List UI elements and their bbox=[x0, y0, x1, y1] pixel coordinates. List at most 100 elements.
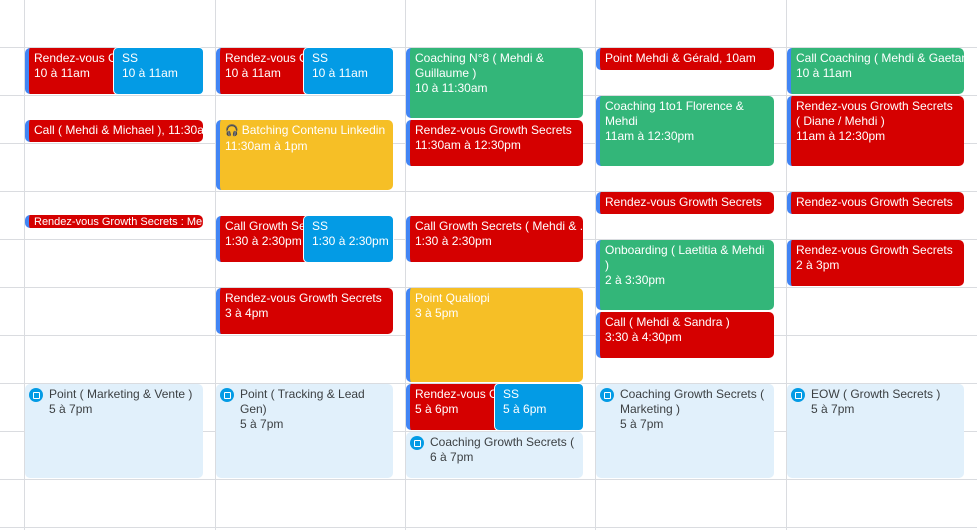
event-title-text: Batching Contenu Linkedin bbox=[241, 123, 386, 137]
event-rendez-vous[interactable]: Rendez-vous Growth Secrets bbox=[787, 192, 964, 214]
event-ss[interactable]: SS 5 à 6pm bbox=[494, 383, 584, 431]
calendar-icon bbox=[29, 388, 43, 402]
event-title: EOW ( Growth Secrets ) bbox=[811, 387, 941, 401]
event-time: 10am bbox=[725, 51, 756, 65]
event-call-michael[interactable]: Call ( Mehdi & Michael ), 11:30am bbox=[25, 120, 203, 142]
day-divider bbox=[786, 0, 787, 530]
event-onboarding[interactable]: Onboarding ( Laetitia & Mehdi ) 2 à 3:30… bbox=[596, 240, 774, 310]
event-rendez-vous[interactable]: Rendez-vous Growth Secrets 2 à 3pm bbox=[787, 240, 964, 286]
event-title: SS bbox=[122, 51, 139, 65]
hour-line bbox=[0, 527, 977, 528]
event-rendez-vous[interactable]: Rendez-vous Growth Secrets 10 à 11am bbox=[25, 48, 120, 94]
event-time: 5 à 6pm bbox=[415, 402, 459, 416]
event-time: 1:30 à 2:30pm bbox=[225, 234, 302, 248]
headphones-icon: 🎧 bbox=[225, 125, 239, 137]
event-title: Rendez-vous Growth Secrets ( Diane / Meh… bbox=[796, 99, 953, 128]
day-divider bbox=[595, 0, 596, 530]
event-title: Point Qualiopi bbox=[415, 291, 490, 305]
event-time: 11:30am bbox=[168, 123, 203, 137]
event-title: Call ( Mehdi & Michael ), bbox=[34, 123, 165, 137]
event-rendez-vous[interactable]: Rendez-vous Growth Secrets 11:30am à 12:… bbox=[406, 120, 583, 166]
event-title: Onboarding ( Laetitia & Mehdi ) bbox=[605, 243, 765, 272]
event-batching-contenu[interactable]: 🎧 Batching Contenu Linkedin 11:30am à 1pm bbox=[216, 120, 393, 190]
event-time: 11:30am à 12:30pm bbox=[415, 138, 521, 152]
event-title: Rendez-vous Growth Secrets bbox=[796, 243, 953, 257]
event-call-coaching[interactable]: Call Coaching ( Mehdi & Gaetan ) 10 à 11… bbox=[787, 48, 964, 94]
event-coaching-growth[interactable]: Coaching Growth Secrets ( 6 à 7pm bbox=[406, 432, 583, 478]
event-rendez-vous[interactable]: Rendez-vous Growth Secrets 3 à 4pm bbox=[216, 288, 393, 334]
event-time: 10 à 11am bbox=[34, 66, 90, 80]
event-title: Coaching N°8 ( Mehdi & Guillaume ) bbox=[415, 51, 544, 80]
calendar-icon bbox=[410, 436, 424, 450]
event-time: 10 à 11am bbox=[122, 66, 178, 80]
event-time: 1:30 à 2:30pm bbox=[312, 234, 389, 248]
event-time: 10 à 11am bbox=[225, 66, 281, 80]
event-coaching-1to1[interactable]: Coaching 1to1 Florence & Mehdi 11am à 12… bbox=[596, 96, 774, 166]
day-divider bbox=[24, 0, 25, 530]
event-rendez-vous[interactable]: Rendez-vous Growth Secrets 5 à 6pm bbox=[406, 384, 501, 430]
event-rendez-vous-short[interactable]: Rendez-vous Growth Secrets : Mehdi bbox=[25, 215, 203, 228]
event-point-marketing[interactable]: Point ( Marketing & Vente ) 5 à 7pm bbox=[25, 384, 203, 478]
hour-line bbox=[0, 431, 977, 432]
event-time: 10 à 11am bbox=[796, 66, 852, 80]
event-title: 🎧 Batching Contenu Linkedin bbox=[225, 123, 387, 139]
event-time: 10 à 11am bbox=[312, 66, 368, 80]
event-time: 11:30am à 1pm bbox=[225, 139, 308, 153]
event-point-qualiopi[interactable]: Point Qualiopi 3 à 5pm bbox=[406, 288, 583, 382]
event-title: Rendez-vous Growth Secrets bbox=[415, 123, 572, 137]
event-point-gerald[interactable]: Point Mehdi & Gérald, 10am bbox=[596, 48, 774, 70]
event-title: Rendez-vous Growth Secrets bbox=[605, 195, 762, 209]
event-title: Rendez-vous Growth Secrets bbox=[415, 387, 501, 401]
event-time: 11am à 12:30pm bbox=[605, 129, 695, 143]
event-call-growth[interactable]: Call Growth Secrets ( Mehdi & ... 1:30 à… bbox=[406, 216, 583, 262]
event-ss[interactable]: SS 10 à 11am bbox=[113, 47, 204, 95]
event-rendez-vous[interactable]: Rendez-vous Growth Secrets 10 à 11am bbox=[216, 48, 311, 94]
calendar-icon bbox=[600, 388, 614, 402]
event-title: Call ( Mehdi & Sandra ) bbox=[605, 315, 730, 329]
hour-line bbox=[0, 383, 977, 384]
event-title: Point ( Tracking & Lead Gen) bbox=[240, 387, 365, 416]
calendar-icon bbox=[220, 388, 234, 402]
event-time: 2 à 3pm bbox=[796, 258, 840, 272]
event-coaching-marketing[interactable]: Coaching Growth Secrets ( Marketing ) 5 … bbox=[596, 384, 774, 478]
hour-line bbox=[0, 479, 977, 480]
event-title: Call Growth Secrets bbox=[225, 219, 311, 233]
event-time: 6 à 7pm bbox=[430, 450, 474, 464]
event-time: 11am à 12:30pm bbox=[796, 129, 886, 143]
event-title: Point ( Marketing & Vente ) bbox=[49, 387, 193, 401]
event-eow[interactable]: EOW ( Growth Secrets ) 5 à 7pm bbox=[787, 384, 964, 478]
event-ss[interactable]: SS 1:30 à 2:30pm bbox=[303, 215, 394, 263]
day-divider bbox=[215, 0, 216, 530]
event-time: 2 à 3:30pm bbox=[605, 273, 666, 287]
day-divider bbox=[405, 0, 406, 530]
event-title: Rendez-vous Growth Secrets bbox=[225, 51, 311, 65]
event-title: Coaching Growth Secrets ( Marketing ) bbox=[620, 387, 765, 416]
event-point-tracking[interactable]: Point ( Tracking & Lead Gen) 5 à 7pm bbox=[216, 384, 393, 478]
event-rendez-vous[interactable]: Rendez-vous Growth Secrets bbox=[596, 192, 774, 214]
event-title: SS bbox=[312, 219, 329, 233]
event-time: 5 à 7pm bbox=[49, 402, 93, 416]
event-time: 5 à 6pm bbox=[503, 402, 547, 416]
event-time: 3 à 4pm bbox=[225, 306, 269, 320]
event-title: Rendez-vous Growth Secrets bbox=[796, 195, 953, 209]
event-time: 10 à 11:30am bbox=[415, 81, 488, 95]
event-rendez-vous-diane[interactable]: Rendez-vous Growth Secrets ( Diane / Meh… bbox=[787, 96, 964, 166]
event-time: 5 à 7pm bbox=[811, 402, 855, 416]
event-ss[interactable]: SS 10 à 11am bbox=[303, 47, 394, 95]
hour-line bbox=[0, 287, 977, 288]
event-time: 3:30 à 4:30pm bbox=[605, 330, 682, 344]
event-title: Rendez-vous Growth Secrets bbox=[34, 51, 120, 65]
event-title: Rendez-vous Growth Secrets : Mehdi bbox=[34, 216, 203, 228]
event-title: Rendez-vous Growth Secrets bbox=[225, 291, 382, 305]
event-call-growth[interactable]: Call Growth Secrets 1:30 à 2:30pm bbox=[216, 216, 311, 262]
hour-line bbox=[0, 47, 977, 48]
event-title: SS bbox=[503, 387, 520, 401]
event-title: Call Growth Secrets ( Mehdi & ... bbox=[415, 219, 583, 233]
hour-line bbox=[0, 191, 977, 192]
event-coaching-n8[interactable]: Coaching N°8 ( Mehdi & Guillaume ) 10 à … bbox=[406, 48, 583, 118]
event-time: 5 à 7pm bbox=[620, 417, 664, 431]
event-title: Call Coaching ( Mehdi & Gaetan ) bbox=[796, 51, 964, 65]
event-call-sandra[interactable]: Call ( Mehdi & Sandra ) 3:30 à 4:30pm bbox=[596, 312, 774, 358]
event-time: 5 à 7pm bbox=[240, 417, 284, 431]
